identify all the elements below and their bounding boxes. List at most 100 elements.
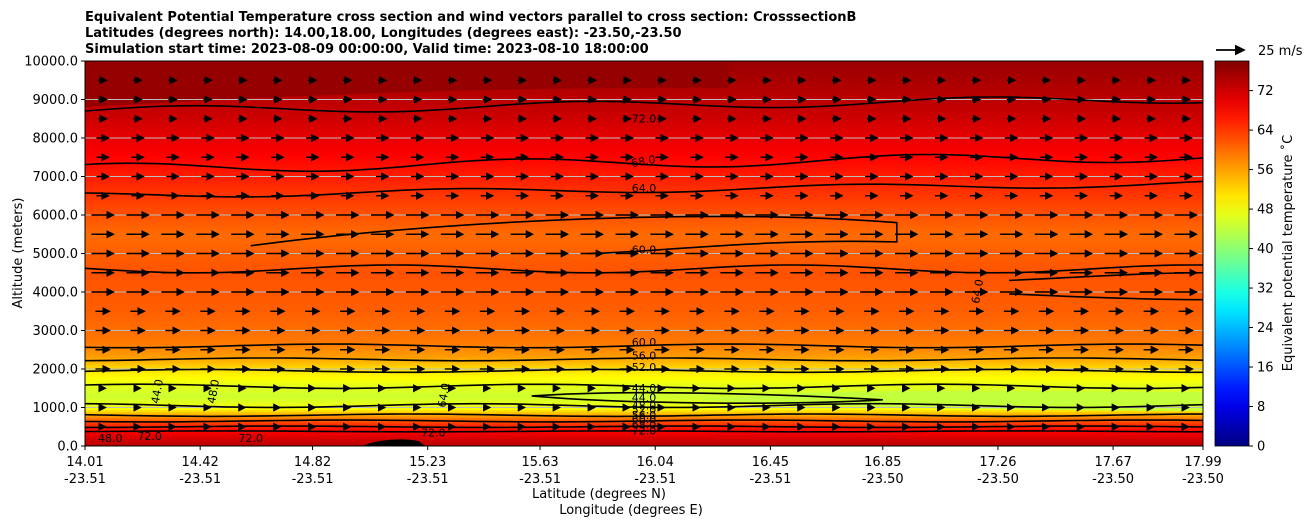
temperature-band — [85, 230, 1203, 233]
temperature-band — [85, 216, 1203, 220]
contour-label: 48.0 — [632, 399, 657, 412]
contour-line — [85, 383, 1203, 390]
temperature-band — [85, 376, 1203, 380]
colorbar-label: Equivalent potential temperature ˚C — [1280, 135, 1296, 371]
y-tick-label: 10000.0 — [24, 55, 78, 70]
contour-line — [85, 425, 1203, 429]
contour-line — [250, 215, 898, 255]
temperature-band — [85, 184, 1203, 187]
contour-label: 64.0 — [435, 382, 452, 408]
y-tick-label: 0.0 — [57, 440, 78, 455]
contour-line — [85, 96, 1203, 113]
temperature-band — [85, 89, 1203, 93]
x-tick-label-lon: -23.51 — [64, 472, 106, 487]
temperature-band — [85, 372, 1203, 376]
x-tick-label-lat: 16.45 — [752, 455, 789, 470]
contour-label: 52.0 — [632, 403, 657, 416]
temperature-band — [85, 332, 1203, 335]
terrain-blob — [363, 439, 425, 446]
temperature-band — [85, 309, 1203, 312]
temperature-band — [85, 97, 1203, 101]
y-tick-label: 4000.0 — [33, 286, 79, 301]
temperature-band — [85, 124, 1203, 128]
x-tick-label-lat: 17.99 — [1184, 455, 1221, 470]
x-tick-label-lon: -23.51 — [292, 472, 334, 487]
temperature-band — [85, 236, 1203, 239]
temperature-band — [85, 164, 1203, 168]
temperature-band — [85, 361, 1203, 364]
x-tick-label-lon: -23.51 — [519, 472, 561, 487]
temperature-band — [85, 159, 1203, 162]
temperature-band — [85, 199, 1203, 203]
temperature-band — [85, 232, 1203, 235]
temperature-band — [85, 188, 1203, 191]
colorbar-tick-label: 24 — [1257, 321, 1274, 336]
temperature-band — [85, 399, 1203, 403]
temperature-band — [85, 374, 1203, 378]
y-tick-label: 1000.0 — [33, 401, 79, 416]
colorbar-tick-label: 8 — [1257, 400, 1265, 415]
temperature-band — [85, 265, 1203, 268]
x-tick-label-lat: 17.26 — [979, 455, 1016, 470]
y-tick-label: 6000.0 — [33, 209, 79, 224]
temperature-band — [85, 138, 1203, 141]
temperature-band — [85, 128, 1203, 131]
temperature-band — [85, 141, 1203, 145]
temperature-band — [85, 161, 1203, 164]
temperature-band — [85, 430, 1203, 434]
temperature-band — [85, 122, 1203, 126]
temperature-band — [85, 338, 1203, 341]
temperature-band — [85, 157, 1203, 160]
temperature-band — [85, 147, 1203, 151]
temperature-band — [85, 195, 1203, 199]
temperature-band — [85, 126, 1203, 129]
x-tick-label-lon: -23.51 — [634, 472, 676, 487]
contour-label: 44.0 — [632, 392, 657, 405]
temperature-band — [85, 286, 1203, 289]
contour-label: 44.0 — [632, 382, 657, 395]
temperature-band — [85, 238, 1203, 241]
temperature-band — [85, 370, 1203, 374]
temperature-band — [85, 303, 1203, 307]
contour-line — [85, 419, 1203, 423]
temperature-band — [85, 143, 1203, 147]
contour-label: 60.0 — [632, 336, 657, 349]
temperature-band — [85, 318, 1203, 322]
temperature-band — [85, 243, 1203, 247]
temperature-band — [85, 132, 1203, 135]
y-axis-label: Altitude (meters) — [11, 198, 26, 309]
temperature-band — [85, 288, 1203, 291]
contour-label: 72.0 — [421, 426, 446, 439]
temperature-band — [85, 328, 1203, 332]
contour-label: 60.0 — [632, 244, 657, 257]
temperature-band — [85, 403, 1203, 407]
colorbar-gradient — [1214, 60, 1250, 447]
temperature-band — [85, 432, 1203, 436]
temperature-band — [85, 278, 1203, 282]
y-tick-label: 3000.0 — [33, 324, 79, 339]
colorbar-tick-label: 40 — [1257, 242, 1274, 257]
temperature-band — [85, 313, 1203, 316]
temperature-band — [85, 107, 1203, 110]
temperature-band — [85, 205, 1203, 208]
temperature-band — [85, 282, 1203, 285]
temperature-band — [85, 342, 1203, 345]
temperature-band — [85, 145, 1203, 149]
temperature-band — [85, 353, 1203, 357]
temperature-band — [85, 295, 1203, 299]
temperature-band — [85, 228, 1203, 231]
title-line-1: Equivalent Potential Temperature cross s… — [85, 10, 856, 25]
temperature-band — [85, 305, 1203, 308]
temperature-band — [85, 394, 1203, 397]
temperature-band — [85, 440, 1203, 443]
temperature-band — [85, 428, 1203, 432]
temperature-band — [85, 111, 1203, 114]
temperature-band — [85, 149, 1203, 153]
temperature-band — [85, 197, 1203, 201]
temperature-band — [85, 155, 1203, 158]
temperature-band — [85, 118, 1203, 122]
contour-label: 68.0 — [630, 153, 656, 170]
temperature-band — [85, 134, 1203, 137]
contour-line — [85, 180, 1203, 198]
